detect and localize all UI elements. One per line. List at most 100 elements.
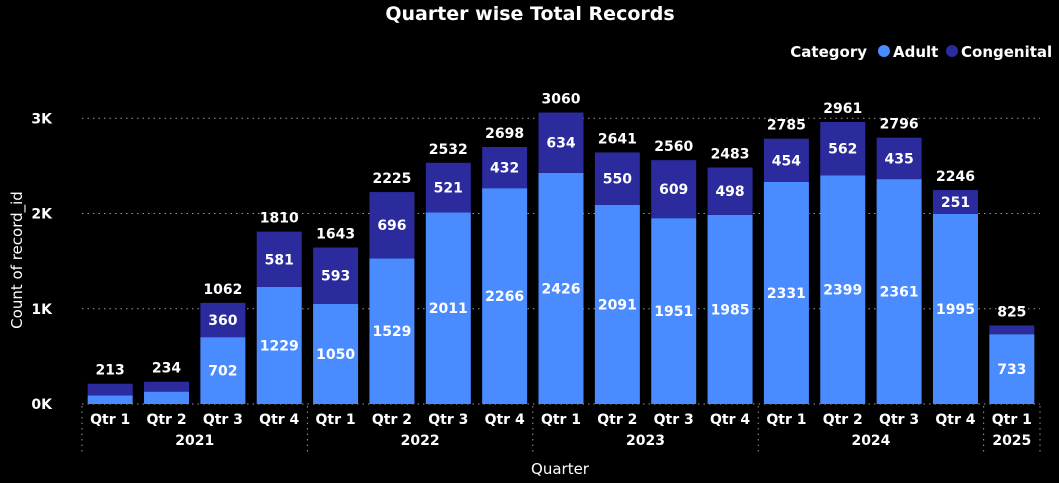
- x-year-label: 2021: [175, 433, 214, 449]
- legend: Category Adult Congenital: [790, 43, 1052, 61]
- x-tick-label: Qtr 1: [992, 412, 1032, 428]
- bar-segment-adult: [651, 218, 697, 404]
- bar-segment-congenital: [87, 383, 133, 396]
- x-tick-label: Qtr 2: [146, 412, 186, 428]
- data-label-adult: 702: [208, 364, 237, 380]
- bar-segment-congenital: [763, 138, 809, 182]
- bar-segment-adult: [594, 204, 640, 404]
- bar-segment-congenital: [876, 137, 922, 180]
- total-label: 2641: [598, 131, 637, 147]
- bar-segment-congenital: [989, 325, 1035, 335]
- data-label-adult: 1050: [316, 347, 355, 363]
- bar-segment-adult: [932, 213, 978, 404]
- total-label: 2560: [654, 139, 693, 155]
- total-label: 2246: [936, 169, 975, 185]
- bar-segment-adult: [87, 395, 133, 404]
- data-label-adult: 1229: [260, 338, 299, 354]
- data-label-adult: 733: [997, 362, 1026, 378]
- data-label-adult: 2266: [485, 289, 524, 305]
- y-tick-label: 1K: [31, 302, 53, 318]
- bar-segment-congenital: [144, 381, 190, 392]
- total-label: 2961: [823, 101, 862, 117]
- bar-segment-congenital: [932, 190, 978, 214]
- x-tick-label: Qtr 2: [372, 412, 412, 428]
- y-tick-label: 3K: [31, 111, 53, 127]
- total-label: 2796: [880, 117, 919, 133]
- x-tick-label: Qtr 1: [766, 412, 806, 428]
- bar-segment-congenital: [820, 121, 866, 176]
- data-label-adult: 2091: [598, 297, 637, 313]
- x-tick-label: Qtr 3: [879, 412, 919, 428]
- data-label-congenital: 593: [321, 269, 350, 285]
- total-label: 1810: [260, 211, 299, 227]
- bar-segment-adult: [707, 214, 753, 404]
- x-tick-label: Qtr 4: [710, 412, 750, 428]
- bar-segment-adult: [200, 337, 246, 404]
- bar-segment-congenital: [200, 302, 246, 338]
- data-label-congenital: 581: [265, 252, 294, 268]
- x-tick-label: Qtr 3: [203, 412, 243, 428]
- total-label: 2225: [372, 171, 411, 187]
- data-label-congenital: 432: [490, 161, 519, 177]
- bar-segment-adult: [425, 212, 471, 404]
- bar-segment-congenital: [369, 192, 415, 259]
- bar-segment-congenital: [538, 112, 584, 173]
- bar-segment-adult: [256, 286, 302, 404]
- total-label: 213: [96, 363, 125, 379]
- bar-segment-congenital: [594, 152, 640, 205]
- data-label-congenital: 498: [715, 184, 744, 200]
- chart-title: Quarter wise Total Records: [385, 3, 674, 25]
- legend-label-adult: Adult: [893, 43, 938, 61]
- x-year-label: 2025: [992, 433, 1031, 449]
- total-label: 1643: [316, 227, 355, 243]
- data-label-congenital: 550: [603, 172, 632, 188]
- data-label-adult: 1985: [711, 302, 750, 318]
- x-tick-label: Qtr 1: [541, 412, 581, 428]
- data-label-adult: 1529: [372, 324, 411, 340]
- total-label: 1062: [203, 282, 242, 298]
- data-label-congenital: 360: [208, 313, 237, 329]
- bar-segment-adult: [820, 175, 866, 404]
- x-year-label: 2024: [851, 433, 890, 449]
- data-labels: 213 234 702 360 1062 1229 581 1810 1050 593 1643 15…: [96, 92, 1027, 380]
- total-label: 2785: [767, 118, 806, 134]
- legend-marker-adult: [878, 45, 890, 57]
- data-label-adult: 2399: [823, 283, 862, 299]
- y-tick-label: 2K: [31, 207, 53, 223]
- y-axis-ticks: 0K 1K 2K 3K: [31, 111, 53, 413]
- bars: [87, 112, 1035, 404]
- total-label: 2698: [485, 126, 524, 142]
- total-label: 2483: [711, 146, 750, 162]
- bar-segment-adult: [369, 258, 415, 404]
- x-tick-label: Qtr 3: [654, 412, 694, 428]
- bar-segment-adult: [763, 181, 809, 404]
- x-tick-label: Qtr 3: [428, 412, 468, 428]
- data-label-congenital: 609: [659, 182, 688, 198]
- legend-title: Category: [790, 43, 867, 61]
- x-tick-label: Qtr 2: [597, 412, 637, 428]
- bar-segment-congenital: [256, 231, 302, 287]
- data-label-adult: 2331: [767, 286, 806, 302]
- bar-segment-adult: [989, 334, 1035, 404]
- data-label-adult: 2426: [542, 281, 581, 297]
- y-tick-label: 0K: [31, 397, 53, 413]
- bar-segment-congenital: [482, 147, 528, 189]
- x-axis: Qtr 1 Qtr 2 Qtr 3 Qtr 4 Qtr 1 Qtr 2 Qtr 3 Qtr 4…: [81, 406, 1041, 452]
- x-tick-label: Qtr 2: [823, 412, 863, 428]
- x-year-label: 2022: [401, 433, 440, 449]
- total-label: 234: [152, 361, 181, 377]
- x-tick-label: Qtr 4: [485, 412, 525, 428]
- legend-label-congenital: Congenital: [961, 43, 1052, 61]
- bar-segment-adult: [144, 391, 190, 404]
- data-label-congenital: 634: [546, 136, 575, 152]
- total-label: 2532: [429, 142, 468, 158]
- total-label: 3060: [542, 92, 581, 108]
- bar-segment-congenital: [313, 247, 359, 304]
- bar-segment-adult: [538, 172, 584, 404]
- data-label-congenital: 435: [885, 151, 914, 167]
- bar-segment-adult: [313, 303, 359, 404]
- bar-segment-congenital: [707, 167, 753, 215]
- total-label: 825: [997, 304, 1026, 320]
- bar-segment-adult: [876, 179, 922, 404]
